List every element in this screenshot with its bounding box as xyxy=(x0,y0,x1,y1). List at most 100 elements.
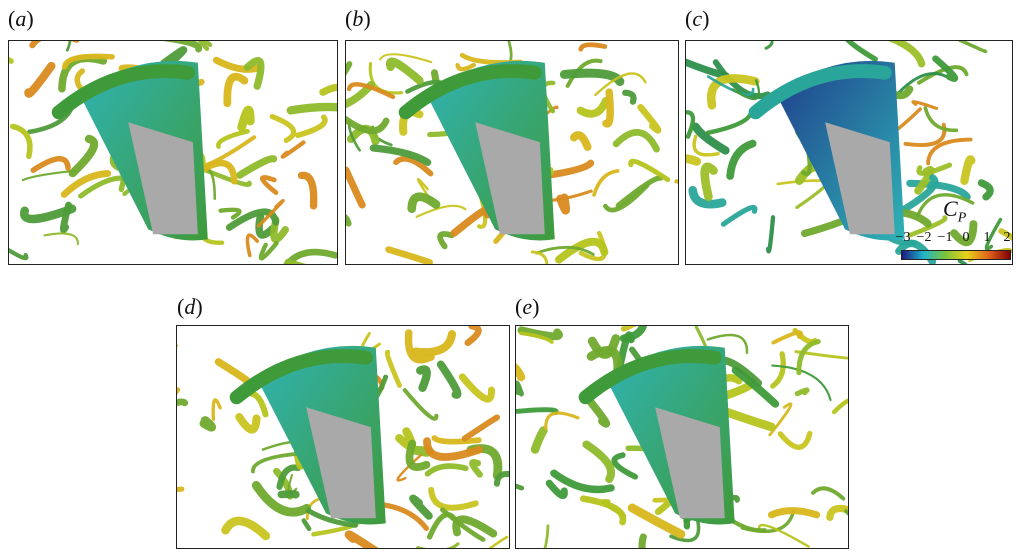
colorbar-tick: 0 xyxy=(962,230,970,245)
vortex-tube xyxy=(530,426,548,454)
vortex-tube xyxy=(896,72,948,95)
vortex-tube xyxy=(582,440,616,483)
vortex-tube xyxy=(686,58,730,80)
vortex-tube xyxy=(30,156,71,173)
vortex-tube xyxy=(706,74,760,110)
vortex-tube xyxy=(368,61,404,95)
vortex-tube xyxy=(458,373,495,403)
vortex-tube xyxy=(68,134,99,178)
vortex-tube xyxy=(235,412,261,434)
vortex-tube xyxy=(569,131,592,151)
vortex-tube xyxy=(258,241,279,261)
vortex-tube xyxy=(555,237,609,264)
vortex-tube xyxy=(545,479,568,500)
vortex-tube xyxy=(437,231,455,250)
vortex-tube xyxy=(407,192,441,214)
vortex-tube xyxy=(530,250,549,264)
vortex-tube xyxy=(251,451,299,474)
vortex-tube xyxy=(771,364,832,402)
vortex-tube xyxy=(826,504,848,521)
vortex-tube xyxy=(346,166,366,209)
vortex-tube xyxy=(517,326,563,341)
flow-visualization-d xyxy=(177,326,509,548)
vortex-tube xyxy=(405,439,431,471)
vortex-tube xyxy=(159,46,188,68)
panel-d xyxy=(176,325,510,549)
vortex-tube xyxy=(61,53,115,70)
vortex-tube xyxy=(21,169,76,182)
vortex-tube xyxy=(212,56,262,73)
vortex-tube xyxy=(177,398,189,407)
vortex-tube xyxy=(236,155,278,179)
vortex-tube xyxy=(950,220,978,247)
vortex-tube xyxy=(221,516,271,541)
vortex-tube xyxy=(424,463,469,477)
flow-visualization-b xyxy=(346,41,678,264)
vortex-tube xyxy=(911,100,939,110)
vortex-tube xyxy=(686,154,702,166)
vortex-tube xyxy=(369,144,432,166)
tip-vortex xyxy=(398,64,542,120)
vortex-tube xyxy=(385,57,424,85)
vortex-tube xyxy=(957,41,988,54)
vortex-tube xyxy=(423,437,483,461)
colorbar: CP −3 −2 −1 0 1 2 xyxy=(895,196,1013,264)
vortex-tube xyxy=(409,494,433,520)
colorbar-tick: −1 xyxy=(937,230,953,245)
vortex-tube xyxy=(197,41,213,51)
vortex-tube xyxy=(578,230,607,262)
panel-label-b: (b) xyxy=(345,6,371,31)
vortex-tube xyxy=(594,72,647,97)
vortex-tube xyxy=(984,217,1003,251)
vortex-tube xyxy=(9,123,33,159)
vortex-tube xyxy=(177,486,185,493)
vortex-tube xyxy=(550,469,615,494)
vortex-tube xyxy=(9,57,14,64)
vortex-tube xyxy=(516,363,526,382)
vortex-tube xyxy=(622,89,637,105)
vortex-tube xyxy=(436,360,462,399)
panel-e xyxy=(515,325,849,549)
vortex-tube xyxy=(767,507,821,519)
vortex-tube xyxy=(932,55,959,82)
vortex-tube xyxy=(923,106,959,133)
vortex-tube xyxy=(9,247,29,261)
vortex-tube xyxy=(898,174,939,214)
vortex-tube xyxy=(276,464,302,490)
vortex-tube xyxy=(692,134,720,157)
vortex-tube xyxy=(669,516,701,543)
vortex-tube xyxy=(65,41,72,52)
vortex-tube xyxy=(346,82,396,100)
vortex-tube xyxy=(579,495,627,526)
vortex-tube xyxy=(488,535,509,548)
colorbar-tick: 1 xyxy=(983,230,991,245)
vortex-tube xyxy=(259,175,279,196)
vortex-tube xyxy=(452,515,498,538)
colorbar-tick: −2 xyxy=(916,230,932,245)
vortex-tube xyxy=(396,453,423,482)
tip-vortex xyxy=(748,64,892,120)
vortex-tube xyxy=(611,452,639,480)
flow-visualization-c xyxy=(686,41,1012,264)
vortex-tube xyxy=(305,508,359,528)
vortex-tube xyxy=(545,189,593,203)
vortex-tube xyxy=(612,129,660,153)
vortex-tube xyxy=(493,470,509,487)
body-section xyxy=(306,407,376,519)
panel-label-e: (e) xyxy=(515,294,540,319)
vortex-tube xyxy=(393,155,434,177)
panel-c xyxy=(685,40,1013,265)
vortex-tube xyxy=(24,61,56,98)
tip-vortex xyxy=(51,64,195,120)
vortex-tube xyxy=(60,170,112,198)
vortex-tube xyxy=(416,178,431,200)
vortex-tube xyxy=(977,179,994,201)
vortex-tube xyxy=(888,41,926,68)
vortex-tube xyxy=(691,122,730,155)
panel-b xyxy=(345,40,679,265)
vortex-tube xyxy=(638,533,647,548)
vortex-tube xyxy=(556,193,571,215)
panel-a xyxy=(8,40,338,265)
vortex-tube xyxy=(544,411,580,431)
colorbar-tick: 2 xyxy=(1003,230,1011,245)
